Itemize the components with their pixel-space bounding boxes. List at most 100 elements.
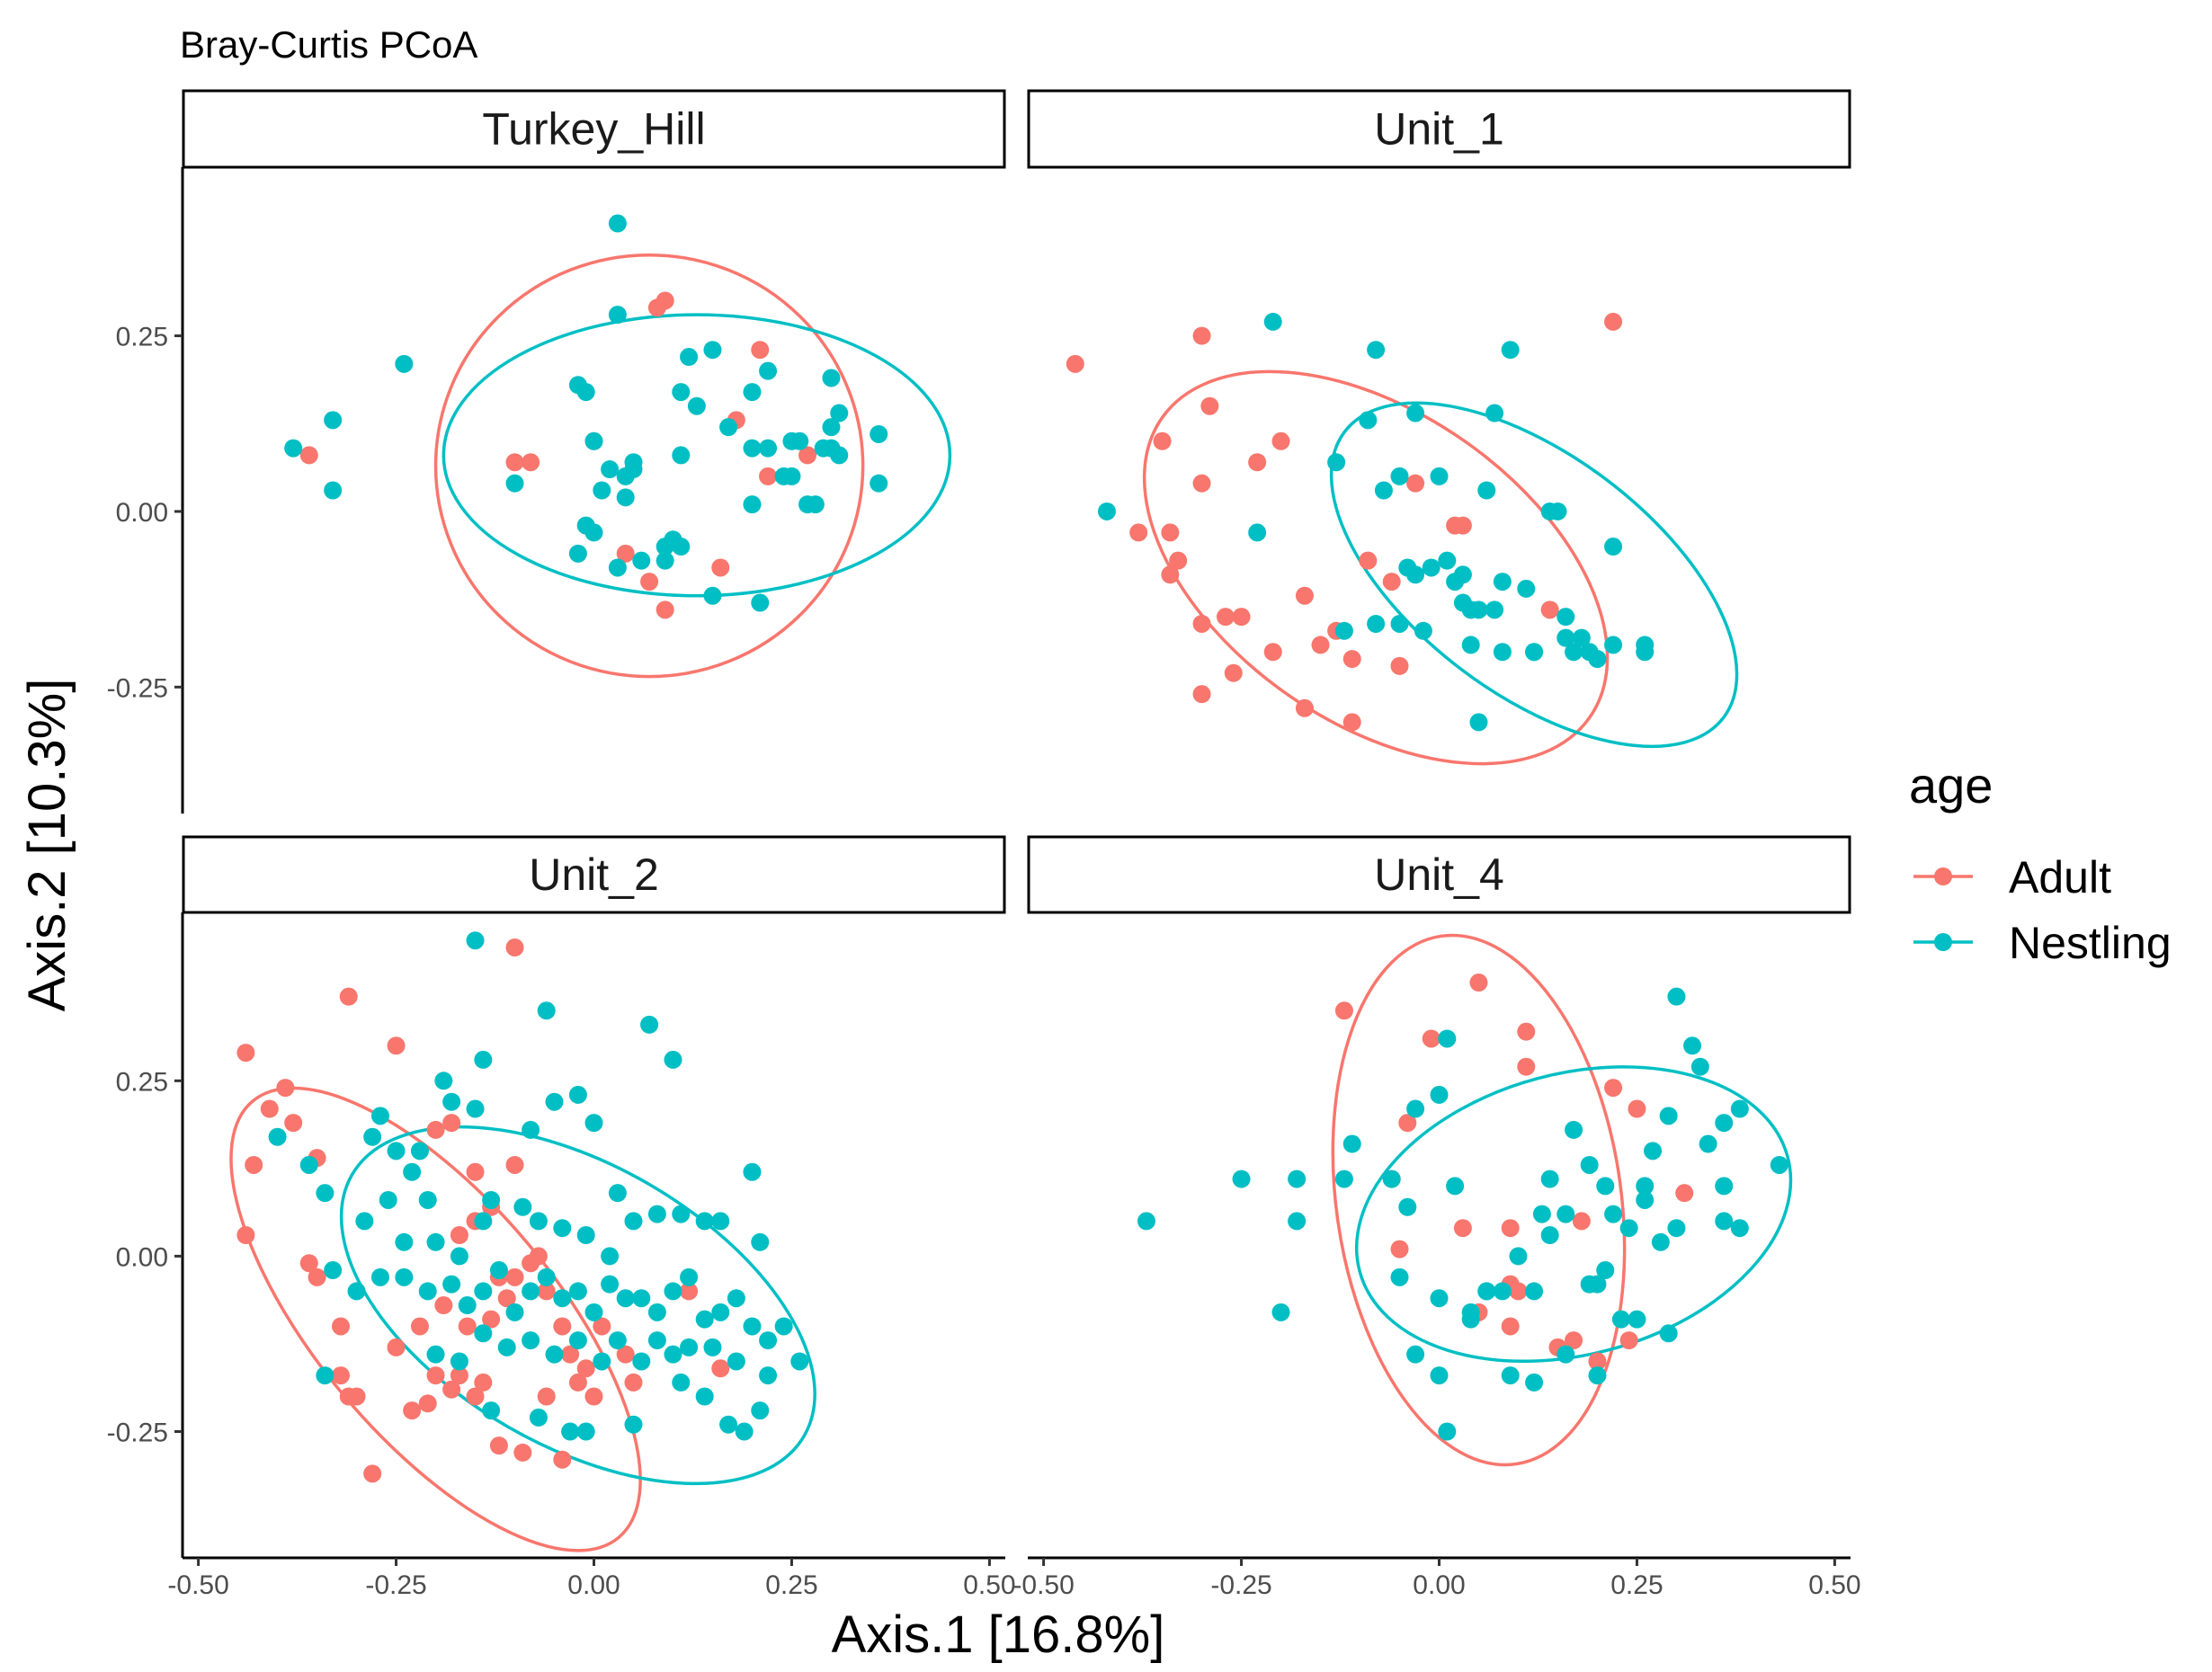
data-point: [1232, 1170, 1251, 1188]
data-point: [774, 1317, 793, 1336]
data-point: [1390, 656, 1409, 675]
data-point: [593, 481, 611, 500]
data-point: [1556, 1205, 1575, 1223]
x-tick-label: 0.50: [963, 1570, 1015, 1600]
data-point: [601, 1247, 620, 1266]
data-point: [1342, 650, 1361, 669]
data-point: [1334, 621, 1353, 640]
data-point: [426, 1345, 445, 1364]
data-point: [537, 1387, 556, 1406]
legend-label: Nestling: [2009, 918, 2172, 968]
data-point: [497, 1338, 516, 1356]
data-point: [1446, 1177, 1465, 1196]
data-point: [324, 1261, 343, 1280]
data-point: [513, 1197, 532, 1216]
data-point: [418, 1282, 437, 1301]
data-point: [1604, 1079, 1623, 1098]
legend: age Adult Nestling: [1909, 757, 2172, 968]
data-point: [608, 1184, 627, 1203]
data-point: [450, 1366, 468, 1385]
series-nestling: [1137, 987, 1788, 1441]
data-point: [482, 1401, 501, 1420]
y-axis-title: Axis.2 [10.3%]: [18, 679, 76, 1012]
data-point: [593, 1352, 611, 1371]
data-point: [1565, 1331, 1583, 1350]
data-point: [1406, 1099, 1425, 1118]
data-point: [1192, 474, 1211, 493]
data-point: [1636, 1190, 1655, 1209]
data-point: [1430, 467, 1449, 485]
x-tick-label: 0.25: [1610, 1570, 1663, 1600]
data-point: [1525, 1282, 1544, 1301]
data-point: [601, 460, 620, 479]
series-adult: [236, 938, 730, 1483]
data-point: [1414, 621, 1432, 640]
data-point: [1715, 1212, 1734, 1231]
data-point: [561, 1422, 580, 1441]
data-point: [624, 453, 643, 472]
data-point: [553, 1219, 572, 1238]
data-point: [474, 1050, 493, 1069]
data-point: [442, 1092, 461, 1111]
data-point: [1342, 1134, 1361, 1153]
data-point: [568, 1331, 587, 1350]
data-point: [1525, 1373, 1544, 1392]
data-point: [236, 1226, 255, 1244]
data-point: [387, 1338, 406, 1356]
x-tick-label: 0.25: [765, 1570, 817, 1600]
data-point: [370, 1267, 389, 1286]
data-point: [1453, 1219, 1472, 1238]
y-tick-label: 0.25: [116, 1067, 168, 1097]
data-point: [1406, 1345, 1425, 1364]
data-point: [687, 396, 706, 415]
data-point: [1644, 1142, 1663, 1161]
data-point: [584, 431, 603, 450]
data-point: [260, 1099, 279, 1118]
data-point: [1334, 1170, 1353, 1188]
data-point: [1596, 1261, 1615, 1280]
data-point: [751, 593, 770, 612]
data-point: [418, 1190, 437, 1209]
data-point: [608, 1331, 627, 1350]
data-point: [370, 1107, 389, 1125]
data-point: [695, 1387, 714, 1406]
legend-label: Adult: [2009, 852, 2111, 903]
data-point: [1097, 502, 1116, 520]
data-point: [584, 1114, 603, 1133]
legend-key-point: [1934, 933, 1952, 951]
data-point: [1430, 1085, 1449, 1104]
data-point: [1342, 713, 1361, 732]
data-point: [442, 1114, 461, 1133]
x-tick-label: -0.25: [365, 1570, 426, 1600]
data-point: [466, 1162, 485, 1181]
confidence-ellipse-adult: [1142, 369, 1610, 766]
data-point: [672, 538, 691, 556]
data-point: [1493, 573, 1512, 591]
data-point: [1359, 411, 1378, 430]
data-point: [711, 1303, 730, 1321]
legend-items: Adult Nestling: [1913, 852, 2172, 968]
data-point: [299, 1155, 318, 1174]
data-point: [1540, 1170, 1559, 1188]
data-point: [1730, 1099, 1749, 1118]
data-point: [505, 474, 524, 493]
data-point: [403, 1401, 422, 1420]
data-point: [426, 1366, 445, 1385]
data-point: [759, 1331, 778, 1350]
y-tick-label: 0.25: [116, 323, 168, 352]
data-point: [1565, 643, 1583, 662]
data-point: [1469, 974, 1488, 992]
data-point: [782, 467, 801, 485]
data-point: [664, 1050, 682, 1069]
data-point: [1469, 713, 1488, 732]
data-point: [1636, 1177, 1655, 1196]
data-point: [1406, 404, 1425, 422]
data-point: [632, 551, 651, 570]
data-point: [442, 1275, 461, 1294]
data-point: [790, 1352, 809, 1371]
data-point: [1406, 474, 1425, 493]
data-point: [1730, 1219, 1749, 1238]
data-point: [1667, 987, 1686, 1006]
data-point: [743, 495, 762, 514]
